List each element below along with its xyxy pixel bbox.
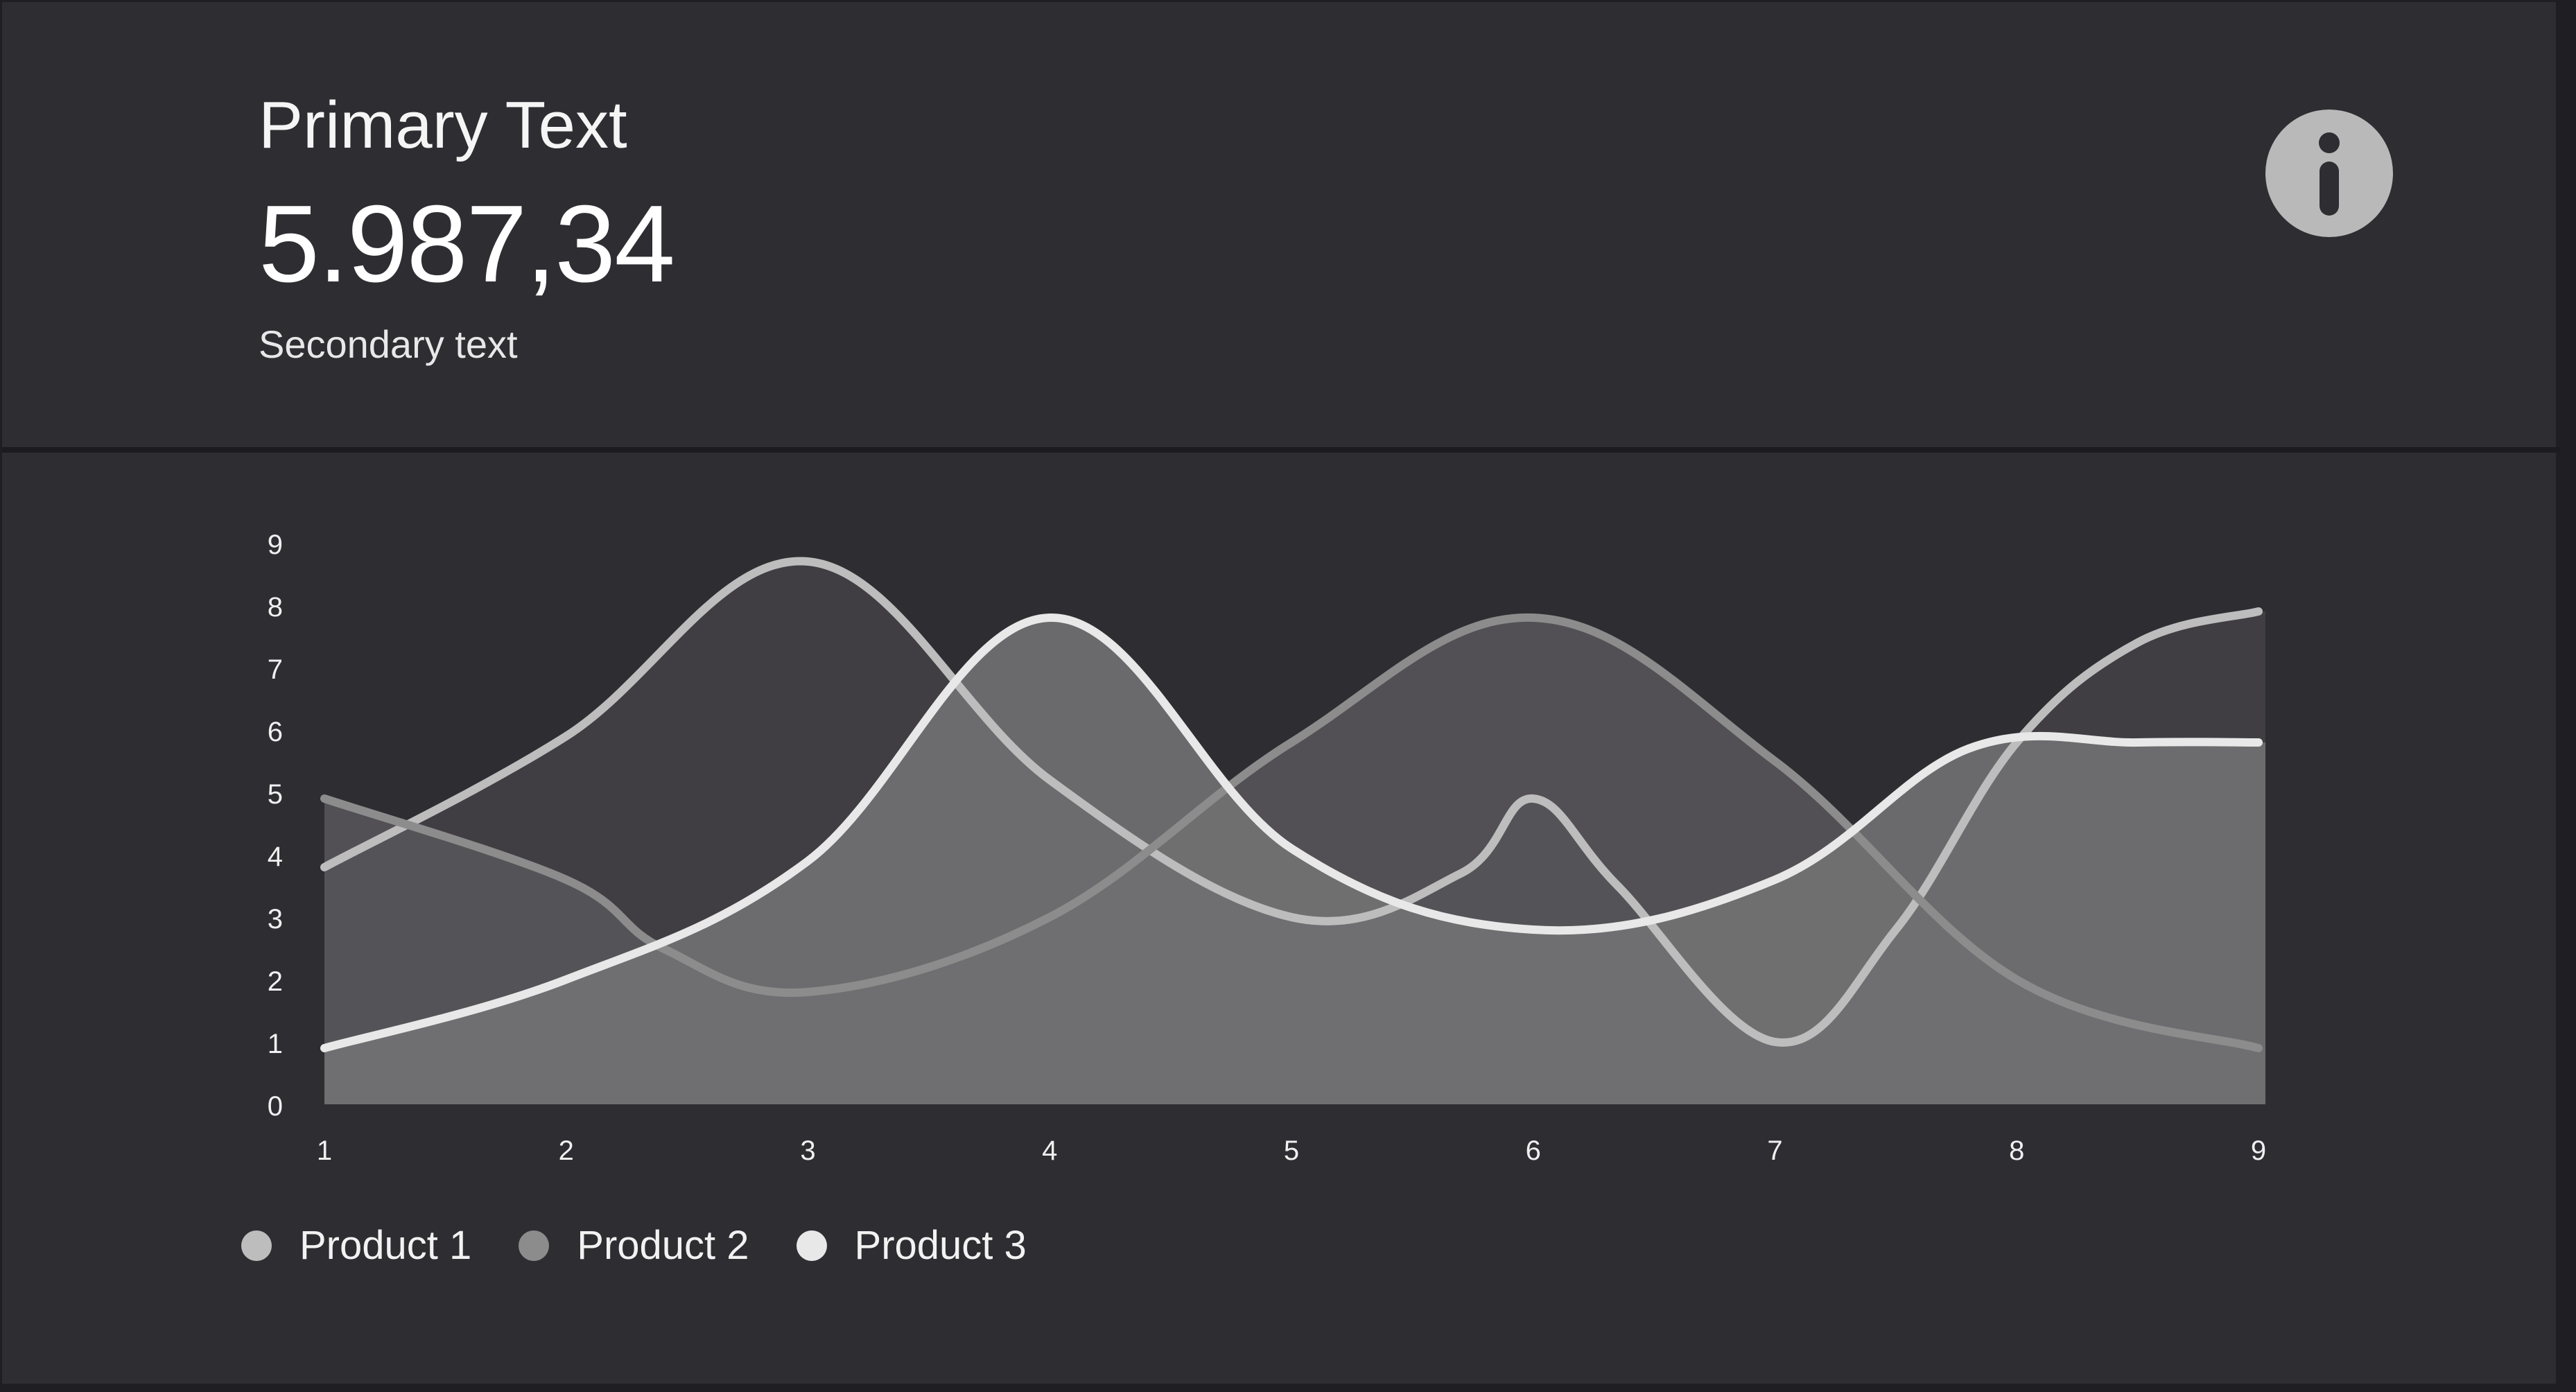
legend-swatch-product-3: [797, 1230, 827, 1261]
header-divider: [2, 447, 2560, 453]
x-tick-label: 1: [317, 1136, 332, 1166]
legend-item-product-1[interactable]: Product 1: [241, 1226, 471, 1266]
y-tick-label: 1: [268, 1029, 283, 1059]
legend-label-product-2: Product 2: [577, 1226, 749, 1266]
x-tick-label: 5: [1284, 1136, 1299, 1166]
legend-item-product-2[interactable]: Product 2: [519, 1226, 749, 1266]
area-chart: 0 1 2 3 4 5 6 7 8 9 1 2 3 4 5 6 7 8 9: [2, 453, 2560, 1187]
legend-label-product-3: Product 3: [855, 1226, 1027, 1266]
y-tick-label: 2: [268, 966, 283, 997]
x-tick-label: 6: [1526, 1136, 1541, 1166]
legend-label-product-1: Product 1: [299, 1226, 471, 1266]
chart-legend: Product 1 Product 2 Product 3: [241, 1226, 1074, 1266]
y-tick-label: 0: [268, 1091, 283, 1122]
info-icon: [2265, 110, 2393, 237]
x-tick-label: 3: [800, 1136, 815, 1166]
secondary-text: Secondary text: [259, 325, 518, 364]
card-header: Primary Text 5.987,34 Secondary text: [2, 2, 2556, 449]
chart-areas: [324, 561, 2265, 1104]
y-tick-label: 4: [268, 842, 283, 872]
y-axis-ticks: 0 1 2 3 4 5 6 7 8 9: [268, 530, 283, 1122]
x-tick-label: 7: [1767, 1136, 1782, 1166]
primary-text: Primary Text: [259, 92, 627, 159]
x-tick-label: 8: [2009, 1136, 2024, 1166]
y-tick-label: 5: [268, 779, 283, 810]
y-tick-label: 9: [268, 530, 283, 560]
legend-swatch-product-2: [519, 1230, 549, 1261]
y-tick-label: 8: [268, 592, 283, 623]
y-tick-label: 3: [268, 904, 283, 934]
info-button[interactable]: [2265, 110, 2393, 237]
y-tick-label: 6: [268, 717, 283, 747]
x-tick-label: 2: [559, 1136, 574, 1166]
x-tick-label: 9: [2251, 1136, 2266, 1166]
legend-swatch-product-1: [241, 1230, 272, 1261]
x-tick-label: 4: [1042, 1136, 1057, 1166]
kpi-value: 5.987,34: [259, 189, 674, 299]
y-tick-label: 7: [268, 654, 283, 685]
x-axis-ticks: 1 2 3 4 5 6 7 8 9: [317, 1136, 2266, 1166]
legend-item-product-3[interactable]: Product 3: [797, 1226, 1027, 1266]
